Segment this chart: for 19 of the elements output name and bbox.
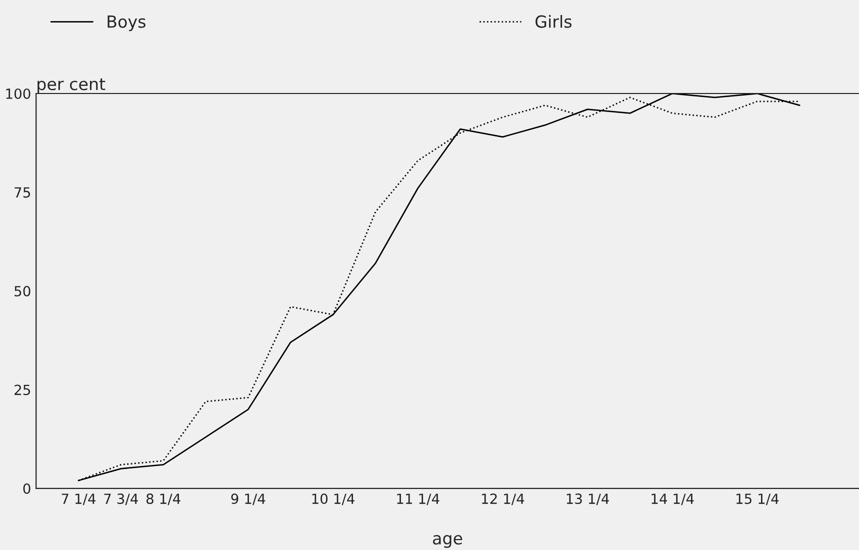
y-tick-label: 0	[23, 483, 30, 494]
y-tick-label: 50	[14, 286, 30, 296]
y-tick-label: 100	[6, 88, 30, 99]
y-tick-label: 25	[14, 384, 30, 396]
x-tick-label: 7 1/4	[62, 494, 96, 506]
x-axis-title: age	[433, 535, 462, 548]
x-tick-label: 10 1/4	[312, 494, 354, 506]
x-tick-label: 11 1/4	[397, 494, 440, 506]
y-axis-title: per cent	[38, 78, 106, 94]
x-tick-label: 9 1/4	[231, 494, 266, 506]
legend-label: Boys	[108, 15, 146, 32]
x-tick-label: 7 3/4	[104, 494, 138, 506]
y-tick-label: 75	[14, 187, 30, 198]
x-tick-label: 13 1/4	[566, 494, 609, 506]
x-tick-label: 12 1/4	[482, 494, 524, 506]
x-tick-label: 14 1/4	[652, 494, 694, 506]
legend-label: Girls	[536, 14, 572, 28]
x-tick-label: 8 1/4	[146, 494, 180, 506]
x-tick-label: 15 1/4	[736, 494, 779, 506]
